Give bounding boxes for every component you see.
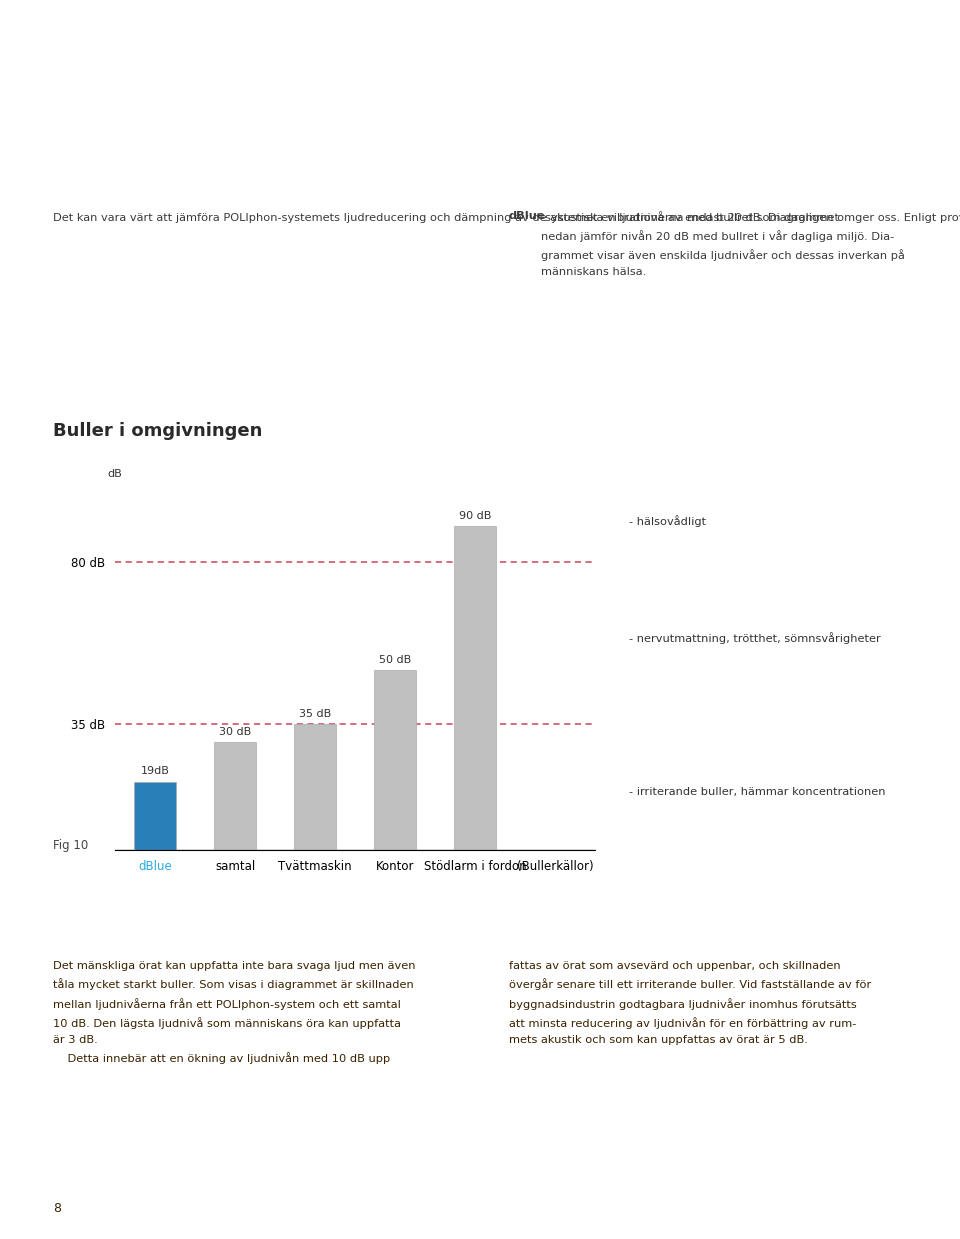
Text: 19dB: 19dB <box>141 766 170 776</box>
Bar <box>214 742 256 850</box>
Text: 35 dB: 35 dB <box>300 709 331 719</box>
Text: fattas av örat som avsevärd och uppenbar, och skillnaden
övergår senare till ett: fattas av örat som avsevärd och uppenbar… <box>509 961 871 1044</box>
Text: Det mänskliga örat kan uppfatta inte bara svaga ljud men även
tåla mycket starkt: Det mänskliga örat kan uppfatta inte bar… <box>53 961 416 1064</box>
Text: 8: 8 <box>53 1202 60 1215</box>
Text: 30 dB: 30 dB <box>219 726 252 737</box>
Text: -systemet en ljudnivå av endast 20 dB. Diagrammet
nedan jämför nivån 20 dB med b: -systemet en ljudnivå av endast 20 dB. D… <box>541 211 905 278</box>
Text: 50 dB: 50 dB <box>379 654 411 664</box>
Bar <box>374 670 416 850</box>
Text: dB: dB <box>108 470 123 479</box>
Text: Buller i omgivningen: Buller i omgivningen <box>53 422 262 441</box>
Bar <box>454 527 496 850</box>
Text: 90 dB: 90 dB <box>459 510 492 520</box>
Text: Det kan vara värt att jämföra POLIphon-systemets ljudreducering och dämpning av : Det kan vara värt att jämföra POLIphon-s… <box>53 211 960 223</box>
Text: Fig 10: Fig 10 <box>53 839 88 851</box>
Text: - nervutmattning, trötthet, sömnsvårigheter: - nervutmattning, trötthet, sömnsvårighe… <box>629 632 880 644</box>
Text: Buller i vardagen: Buller i vardagen <box>53 69 618 126</box>
Bar <box>295 724 336 850</box>
Bar <box>134 782 176 850</box>
Text: - irriterande buller, hämmar koncentrationen: - irriterande buller, hämmar koncentrati… <box>629 787 885 797</box>
Text: - hälsovådligt: - hälsovådligt <box>629 515 706 527</box>
Text: dBlue: dBlue <box>509 211 545 221</box>
